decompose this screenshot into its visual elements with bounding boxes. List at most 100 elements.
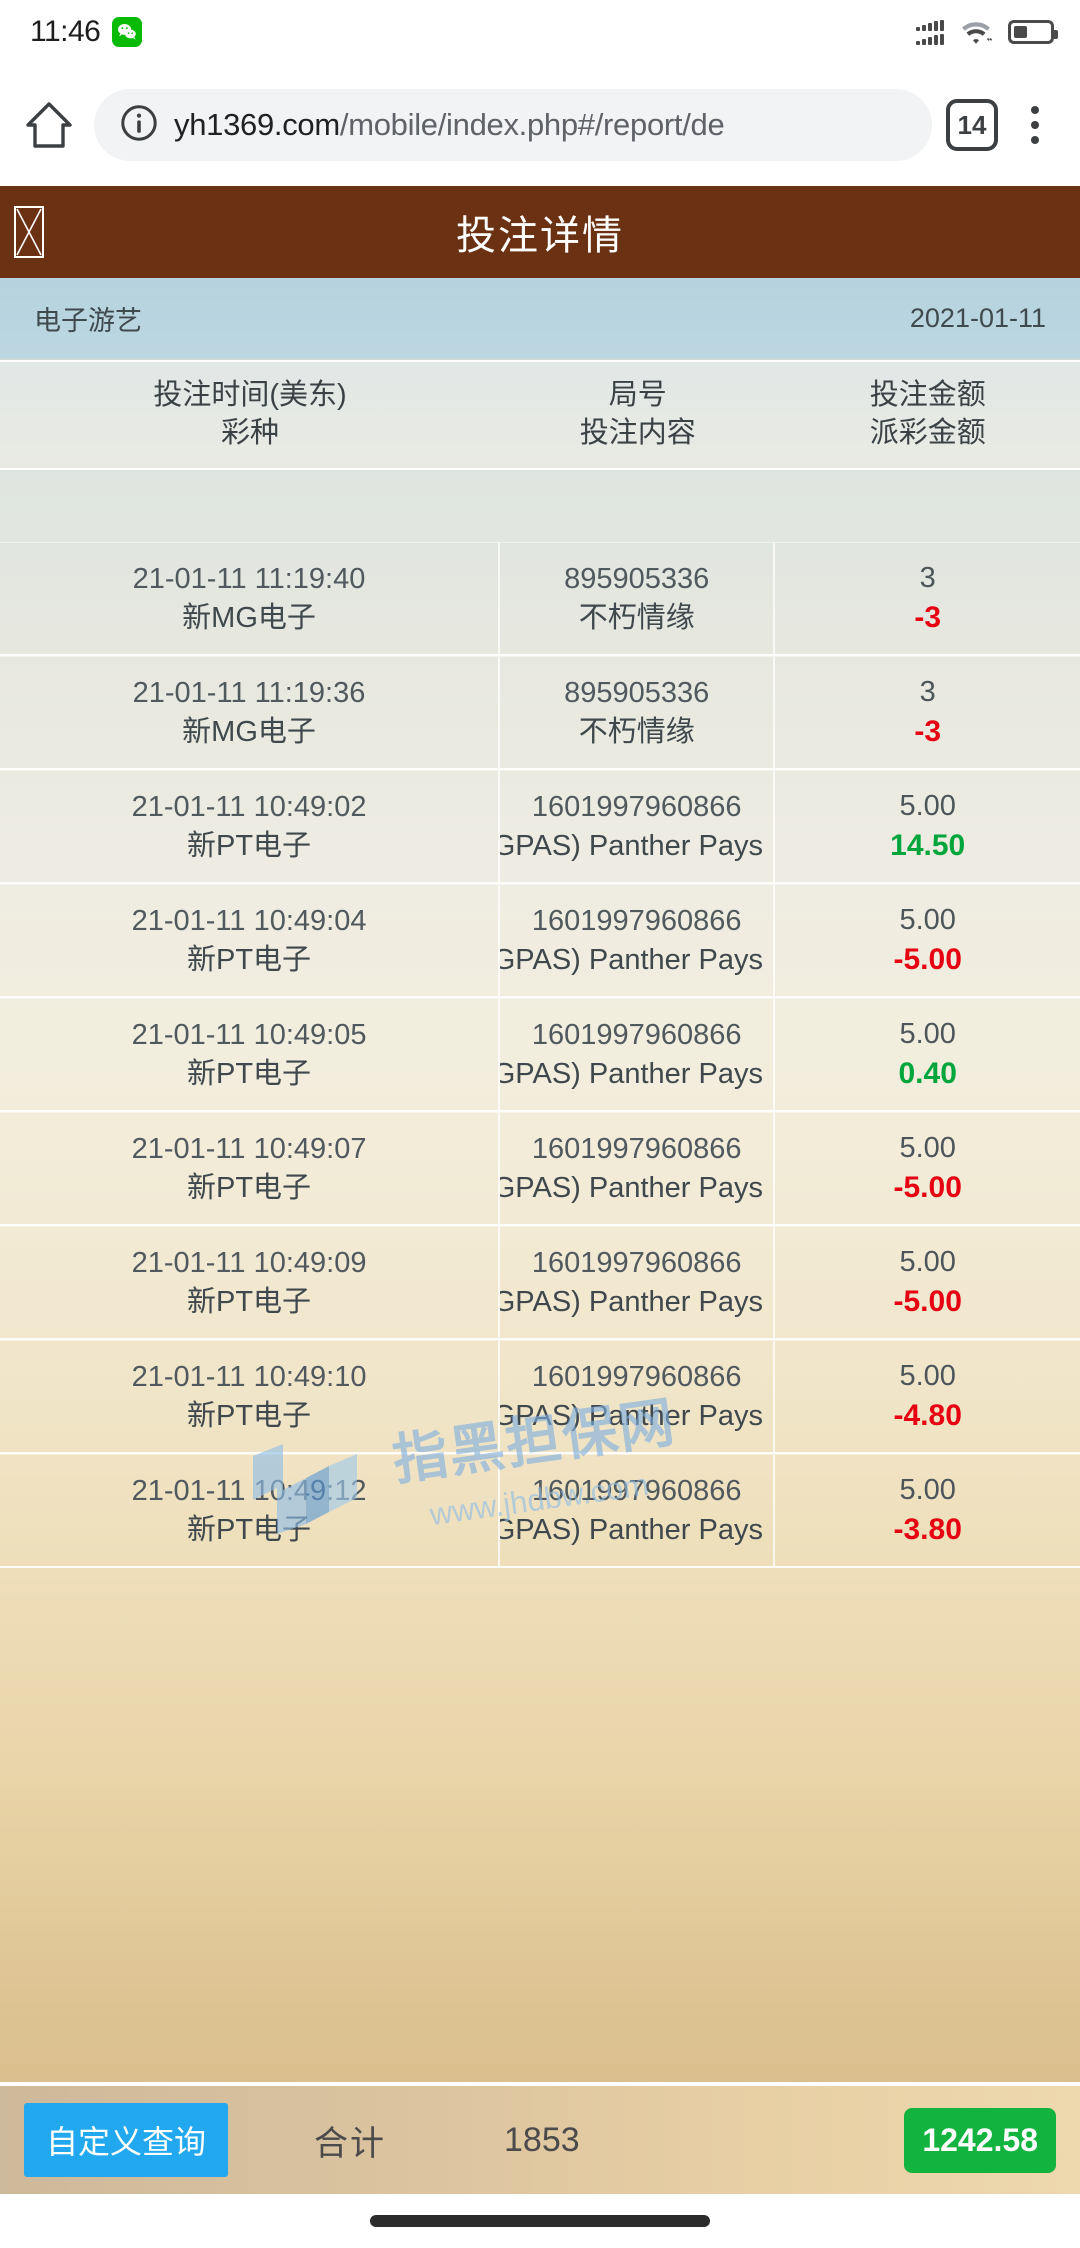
category-label: 电子游艺 (34, 305, 142, 336)
round-number: 1601997960866 (531, 1360, 742, 1393)
column-header-amount: 投注金额 派彩金额 (775, 362, 1080, 468)
round-number: 1601997960866 (531, 1132, 742, 1165)
system-nav-bar (0, 2194, 1080, 2248)
bet-amount: 5.00 (899, 903, 956, 936)
table-row[interactable]: 21-01-11 10:49:02 新PT电子 1601997960866 (GPAS… (0, 770, 1080, 884)
cell-time: 21-01-11 10:49:07 新PT电子 (0, 1113, 501, 1224)
round-number: 1601997960866 (531, 1018, 742, 1051)
cell-time: 21-01-11 11:19:40 新MG电子 (0, 543, 501, 654)
bet-amount: 5.00 (899, 1131, 956, 1164)
column-header-amount-line1: 投注金额 (869, 379, 986, 412)
game-name: 新PT电子 (186, 1285, 312, 1318)
url-path: /mobile/index.php#/report/de (339, 107, 725, 142)
tab-switcher-button[interactable]: 14 (946, 99, 998, 151)
table-row[interactable]: 21-01-11 10:49:12 新PT电子 1601997960866 (GPAS… (0, 1454, 1080, 1568)
game-name: 新PT电子 (186, 1513, 312, 1546)
url-host: yh1369.com (174, 107, 340, 142)
page-info-icon[interactable] (120, 104, 158, 147)
bet-amount: 5.00 (899, 1245, 956, 1278)
column-header-round: 局号 投注内容 (500, 362, 775, 468)
cell-round: 1601997960866 (GPAS) Panther Pays P (500, 1455, 776, 1566)
cell-time: 21-01-11 10:49:04 新PT电子 (0, 885, 501, 996)
round-number: 895905336 (564, 562, 710, 595)
table-row[interactable]: 21-01-11 10:49:05 新PT电子 1601997960866 (GPAS… (0, 998, 1080, 1112)
game-name: 新PT电子 (186, 943, 312, 976)
bet-amount: 5.00 (899, 789, 956, 822)
total-sum-badge: 1242.58 (904, 2107, 1056, 2173)
footer-bar: 自定义查询 合计 1853 1242.58 (0, 2082, 1080, 2194)
column-header-time-line2: 彩种 (221, 417, 280, 449)
overflow-menu-icon[interactable] (1012, 94, 1058, 156)
cell-time: 21-01-11 11:19:36 新MG电子 (0, 657, 501, 768)
address-bar[interactable]: yh1369.com/mobile/index.php#/report/de (94, 89, 932, 161)
status-bar-left: 11:46 (30, 15, 143, 49)
app-title-bar: 投注详情 (0, 186, 1080, 278)
table-row[interactable]: 21-01-11 11:19:40 新MG电子 895905336 不朽情缘 3 -3 (0, 542, 1080, 656)
payout-amount: -5.00 (893, 1170, 962, 1204)
payout-amount: -3.80 (893, 1512, 962, 1546)
column-header-round-line2: 投注内容 (579, 417, 696, 449)
cell-round: 1601997960866 (GPAS) Panther Pays P (500, 1227, 776, 1338)
table-row[interactable]: 21-01-11 11:19:36 新MG电子 895905336 不朽情缘 3 -3 (0, 656, 1080, 770)
page-title: 投注详情 (456, 214, 624, 258)
bet-time: 21-01-11 10:49:02 (131, 790, 367, 823)
column-header-round-line1: 局号 (608, 379, 667, 412)
date-label: 2021-01-11 (909, 302, 1046, 333)
cell-amount: 5.00 14.50 (775, 771, 1080, 882)
bet-time: 21-01-11 10:49:09 (131, 1246, 367, 1279)
table-row[interactable]: 21-01-11 10:49:07 新PT电子 1601997960866 (GPAS… (0, 1112, 1080, 1226)
cell-amount: 5.00 -5.00 (775, 1227, 1080, 1338)
cell-amount: 3 -3 (775, 543, 1080, 654)
bet-content: (GPAS) Panther Pays P (500, 829, 773, 862)
back-arrow-icon[interactable] (14, 206, 44, 258)
bet-amount: 3 (919, 561, 936, 594)
payout-amount: -4.80 (893, 1398, 962, 1432)
round-number: 1601997960866 (531, 790, 742, 823)
game-name: 新MG电子 (182, 715, 316, 748)
game-name: 新PT电子 (186, 829, 312, 862)
total-count: 1853 (504, 2120, 580, 2159)
bet-content: 不朽情缘 (578, 601, 695, 634)
sub-header: 电子游艺 2021-01-11 (0, 278, 1080, 360)
cell-time: 21-01-11 10:49:05 新PT电子 (0, 999, 501, 1110)
table-body[interactable]: 21-01-11 11:19:40 新MG电子 895905336 不朽情缘 3 -3 21… (0, 542, 1080, 1568)
cell-round: 1601997960866 (GPAS) Panther Pays P (500, 771, 776, 882)
cell-round: 1601997960866 (GPAS) Panther Pays P (500, 1341, 776, 1452)
cell-round: 895905336 不朽情缘 (500, 470, 775, 542)
payout-amount: -5.00 (893, 942, 962, 976)
cell-round: 895905336 不朽情缘 (500, 543, 776, 654)
status-bar: 11:46 (0, 0, 1080, 64)
custom-query-button[interactable]: 自定义查询 (24, 2103, 229, 2177)
tab-count: 14 (957, 109, 987, 140)
bet-amount: 5.00 (899, 1359, 956, 1392)
round-number: 1601997960866 (531, 1246, 742, 1279)
cell-time: 21-01-11 10:49:12 新PT电子 (0, 1455, 501, 1566)
cell-round: 895905336 不朽情缘 (500, 657, 776, 768)
bet-time: 21-01-11 11:19:40 (132, 562, 366, 595)
table-row-partial[interactable]: 21-01-11 11:19:44 新MG电子 895905336 不朽情缘 3… (0, 470, 1080, 542)
table-row[interactable]: 21-01-11 10:49:09 新PT电子 1601997960866 (GPAS… (0, 1226, 1080, 1340)
round-number: 895905336 (564, 676, 710, 709)
bet-content: (GPAS) Panther Pays P (500, 1057, 773, 1090)
cell-time: 21-01-11 10:49:10 新PT电子 (0, 1341, 501, 1452)
round-number: 1601997960866 (531, 1474, 742, 1507)
home-indicator[interactable] (370, 2215, 710, 2227)
wechat-icon (112, 17, 143, 47)
browser-toolbar: yh1369.com/mobile/index.php#/report/de 1… (0, 64, 1080, 186)
home-icon[interactable] (18, 94, 80, 156)
cell-round: 1601997960866 (GPAS) Panther Pays P (500, 885, 776, 996)
cell-amount: 5.00 0.40 (775, 999, 1080, 1110)
cell-amount: 5.00 -3.80 (775, 1455, 1080, 1566)
total-label: 合计 (314, 2124, 387, 2163)
bet-amount: 5.00 (899, 1473, 956, 1506)
game-name: 新MG电子 (182, 601, 316, 634)
bet-content: (GPAS) Panther Pays P (500, 1513, 773, 1546)
bet-content: (GPAS) Panther Pays P (500, 1171, 773, 1204)
cell-round: 1601997960866 (GPAS) Panther Pays P (500, 1113, 776, 1224)
table-row[interactable]: 21-01-11 10:49:10 新PT电子 1601997960866 (GPAS… (0, 1340, 1080, 1454)
column-header-time: 投注时间(美东) 彩种 (0, 362, 500, 468)
table-row[interactable]: 21-01-11 10:49:04 新PT电子 1601997960866 (GPAS… (0, 884, 1080, 998)
cell-amount: 3 -3 (775, 657, 1080, 768)
bet-amount: 5.00 (899, 1017, 956, 1050)
payout-amount: -5.00 (893, 1284, 962, 1318)
